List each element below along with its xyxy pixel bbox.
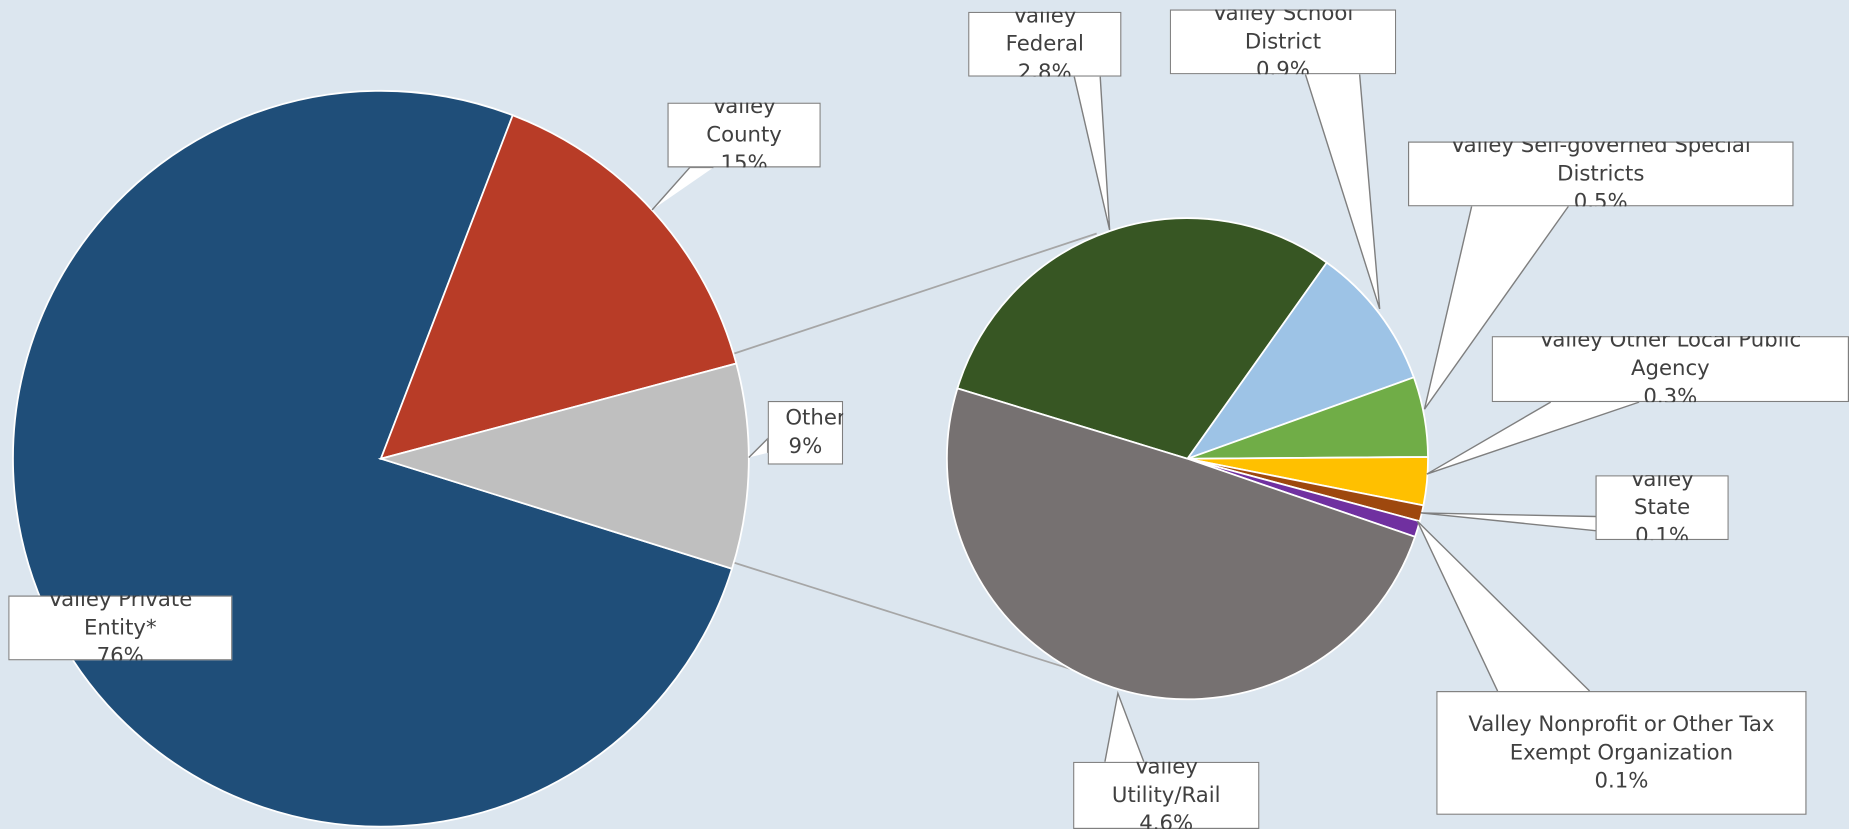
leader-line <box>1304 74 1381 310</box>
label-box: Valley School District 0.9% <box>1169 9 1397 75</box>
leader-line <box>1416 520 1591 692</box>
value-label: 9% <box>788 433 823 459</box>
label-box: Valley Utility/Rail 4.6% <box>1073 761 1260 829</box>
pie-slice <box>956 217 1329 460</box>
value-label: 2.8% <box>1017 59 1072 77</box>
label-box: Valley Other Local Public Agency 0.3% <box>1491 336 1849 403</box>
leader-line <box>1104 690 1145 763</box>
value-label: 15% <box>720 150 768 168</box>
value-label: 0.9% <box>1256 57 1310 75</box>
pie-slice <box>377 362 750 570</box>
data-label: Valley State 0.1% <box>1595 475 1729 541</box>
connector <box>733 561 1119 685</box>
category-label: Valley Federal <box>1005 11 1084 57</box>
category-label: Other <box>785 405 844 431</box>
pie-slice <box>946 387 1417 701</box>
value-label: 0.1% <box>1594 768 1649 794</box>
data-label: Valley County 15% <box>667 102 821 168</box>
pie-slice <box>1185 261 1415 461</box>
category-label: Valley Nonprofit or Other Tax Exempt Org… <box>1468 711 1775 765</box>
value-label: 4.6% <box>1139 810 1194 829</box>
pie-slice <box>379 114 738 461</box>
category-label: Valley County <box>706 102 782 147</box>
leader-line <box>1423 205 1569 410</box>
value-label: 76% <box>96 643 144 661</box>
data-label: Valley Self-governed Special Districts 0.… <box>1407 141 1794 207</box>
category-label: Valley State <box>1630 475 1694 520</box>
data-label: Valley Federal 2.8% <box>968 11 1122 77</box>
data-label: Valley Private Entity* 76% <box>8 595 233 661</box>
label-box: Valley Private Entity* 76% <box>8 595 233 661</box>
value-label: 0.3% <box>1643 384 1698 403</box>
leader-line <box>1426 401 1640 475</box>
connector <box>733 232 1097 355</box>
data-label: Valley Nonprofit or Other Tax Exempt Org… <box>1436 691 1807 815</box>
leader-line <box>748 436 769 459</box>
label-box: Other 9% <box>767 400 844 465</box>
category-label: Valley Private Entity* <box>48 595 193 640</box>
value-label: 0.5% <box>1573 189 1628 207</box>
label-box: Valley Federal 2.8% <box>968 11 1122 77</box>
leader-line <box>1073 76 1111 231</box>
leader-line <box>651 166 714 211</box>
label-box: Valley Self-governed Special Districts 0.… <box>1407 141 1794 207</box>
data-label: Valley School District 0.9% <box>1169 9 1397 75</box>
category-label: Valley Self-governed Special Districts <box>1450 141 1751 186</box>
leader-line <box>1420 512 1596 532</box>
label-box: Valley Nonprofit or Other Tax Exempt Org… <box>1436 691 1807 815</box>
value-label: 0.1% <box>1635 522 1690 541</box>
label-box: Valley State 0.1% <box>1595 475 1729 541</box>
category-label: Valley Other Local Public Agency <box>1539 336 1802 381</box>
data-label: Valley Other Local Public Agency 0.3% <box>1491 336 1849 403</box>
data-label: Valley Utility/Rail 4.6% <box>1073 761 1260 829</box>
category-label: Valley School District <box>1212 9 1354 54</box>
label-box: Valley County 15% <box>667 102 821 168</box>
category-label: Valley Utility/Rail <box>1111 761 1221 808</box>
